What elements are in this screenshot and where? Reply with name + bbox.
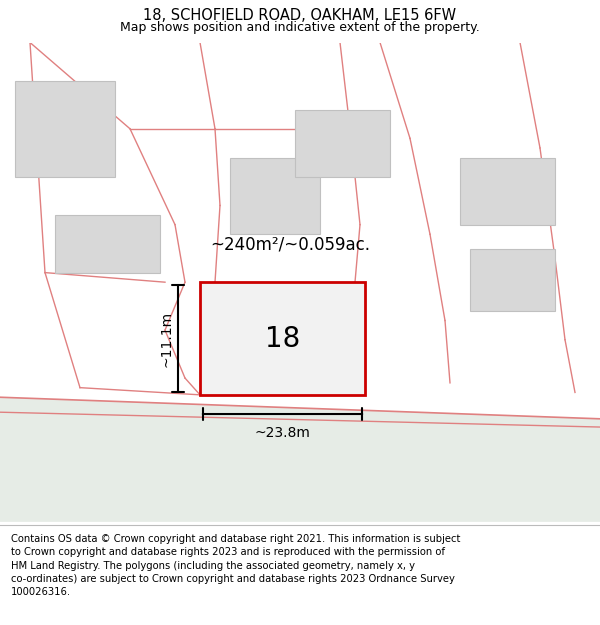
Polygon shape [55, 215, 160, 272]
Polygon shape [470, 249, 555, 311]
Text: 18, SCHOFIELD ROAD, OAKHAM, LE15 6FW: 18, SCHOFIELD ROAD, OAKHAM, LE15 6FW [143, 9, 457, 24]
Text: Contains OS data © Crown copyright and database right 2021. This information is : Contains OS data © Crown copyright and d… [11, 534, 460, 597]
Text: 18: 18 [265, 324, 300, 352]
Polygon shape [295, 109, 390, 177]
Bar [200, 282, 365, 395]
Polygon shape [0, 398, 600, 522]
Text: ~23.8m: ~23.8m [254, 426, 310, 440]
Text: ~11.1m: ~11.1m [159, 311, 173, 367]
Polygon shape [460, 158, 555, 224]
Text: ~240m²/~0.059ac.: ~240m²/~0.059ac. [210, 236, 370, 253]
Text: Map shows position and indicative extent of the property.: Map shows position and indicative extent… [120, 21, 480, 34]
Polygon shape [15, 81, 115, 177]
Polygon shape [230, 158, 320, 234]
